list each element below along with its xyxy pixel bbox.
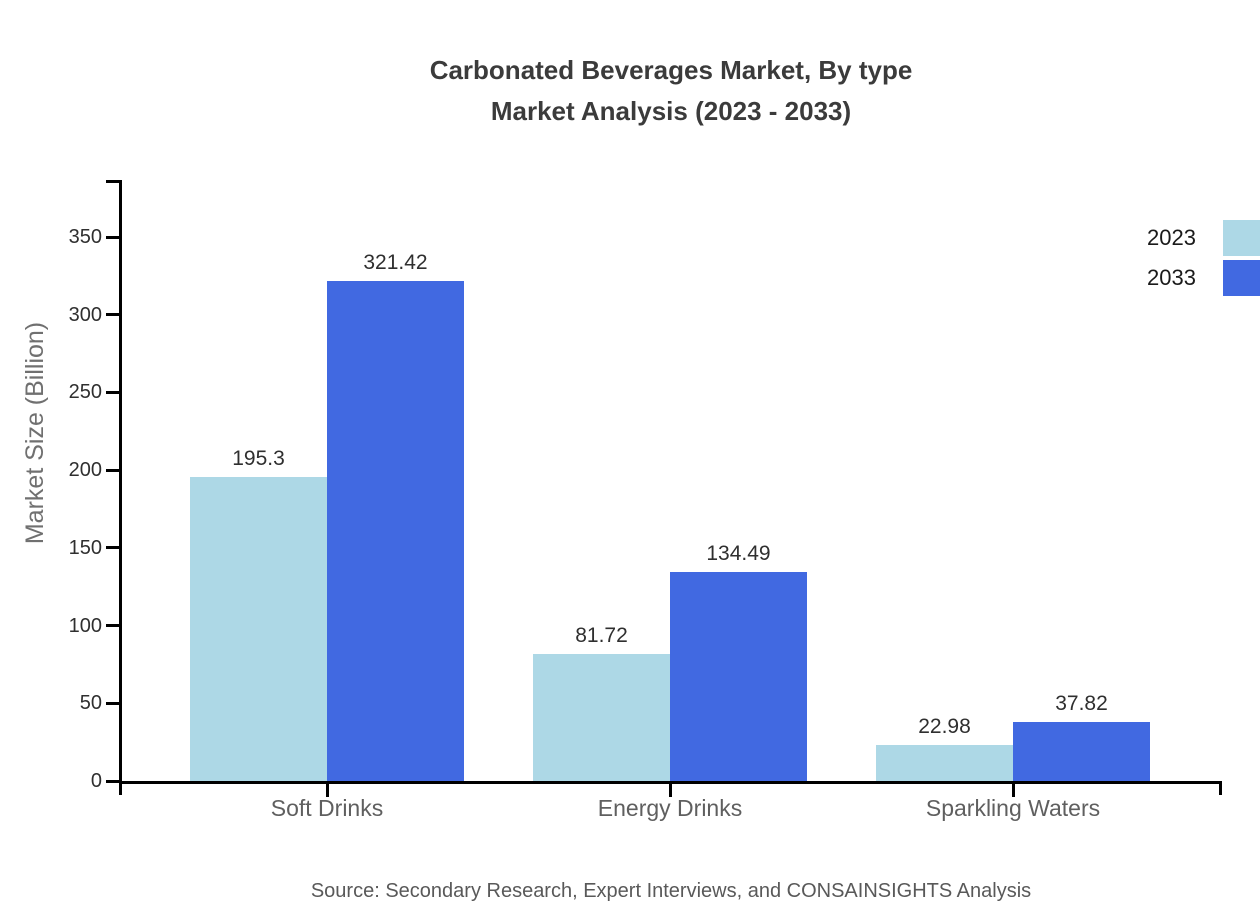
y-tick-label: 50 xyxy=(79,692,102,715)
y-tick-mark xyxy=(106,701,120,705)
y-tick-label: 150 xyxy=(68,536,102,559)
y-tick-label: 250 xyxy=(68,381,102,404)
bar-value-label: 134.49 xyxy=(706,541,771,565)
y-tick-mark xyxy=(106,468,120,472)
source-note: Source: Secondary Research, Expert Inter… xyxy=(310,880,1032,902)
y-tick-label: 300 xyxy=(68,303,102,326)
bar-2023-0 xyxy=(190,477,327,781)
bar-2033-1 xyxy=(670,571,807,781)
y-tick-label: 0 xyxy=(90,770,102,792)
x-tick-mark xyxy=(325,784,329,797)
bar-value-label: 81.72 xyxy=(575,623,628,647)
legend-label: 2033 xyxy=(1147,265,1196,290)
x-axis-spine xyxy=(119,781,1222,784)
y-axis-spine xyxy=(119,180,122,795)
bar-value-label: 195.3 xyxy=(232,447,285,471)
y-axis-end-cap xyxy=(106,180,120,183)
category-label: Sparkling Waters xyxy=(925,795,1101,821)
bar-value-label: 22.98 xyxy=(918,715,971,739)
x-tick-mark xyxy=(1011,784,1015,797)
legend-item: 2033 xyxy=(0,260,1260,296)
chart-title-block: Carbonated Beverages Market, By type Mar… xyxy=(120,50,1222,132)
bar-2033-2 xyxy=(1013,722,1150,781)
y-tick-mark xyxy=(106,624,120,628)
y-tick-label: 350 xyxy=(68,226,102,248)
category-label: Soft Drinks xyxy=(270,795,384,821)
category-label: Energy Drinks xyxy=(597,795,743,821)
y-tick-label: 200 xyxy=(68,459,102,482)
y-tick-mark xyxy=(106,779,120,783)
legend-swatch xyxy=(1223,220,1260,256)
bar-value-label: 37.82 xyxy=(1055,692,1108,716)
x-axis-end-cap xyxy=(1219,781,1222,795)
bar-2033-0 xyxy=(327,281,464,781)
y-tick-mark xyxy=(106,546,120,550)
y-tick-mark xyxy=(106,235,120,239)
x-tick-mark xyxy=(668,784,672,797)
chart-title: Carbonated Beverages Market, By type xyxy=(429,55,913,85)
legend-item: 2023 xyxy=(0,220,1260,256)
legend-swatch xyxy=(1223,260,1260,296)
bar-value-label: 321.42 xyxy=(363,251,428,275)
chart-subtitle: Market Analysis (2023 - 2033) xyxy=(490,96,852,126)
y-tick-mark xyxy=(106,313,120,317)
y-axis-label: Market Size (Billion) xyxy=(21,321,49,545)
bar-2023-1 xyxy=(533,653,670,781)
bar-2023-2 xyxy=(876,745,1013,781)
y-tick-mark xyxy=(106,390,120,394)
y-tick-label: 100 xyxy=(68,614,102,637)
legend-label: 2023 xyxy=(1147,225,1196,250)
